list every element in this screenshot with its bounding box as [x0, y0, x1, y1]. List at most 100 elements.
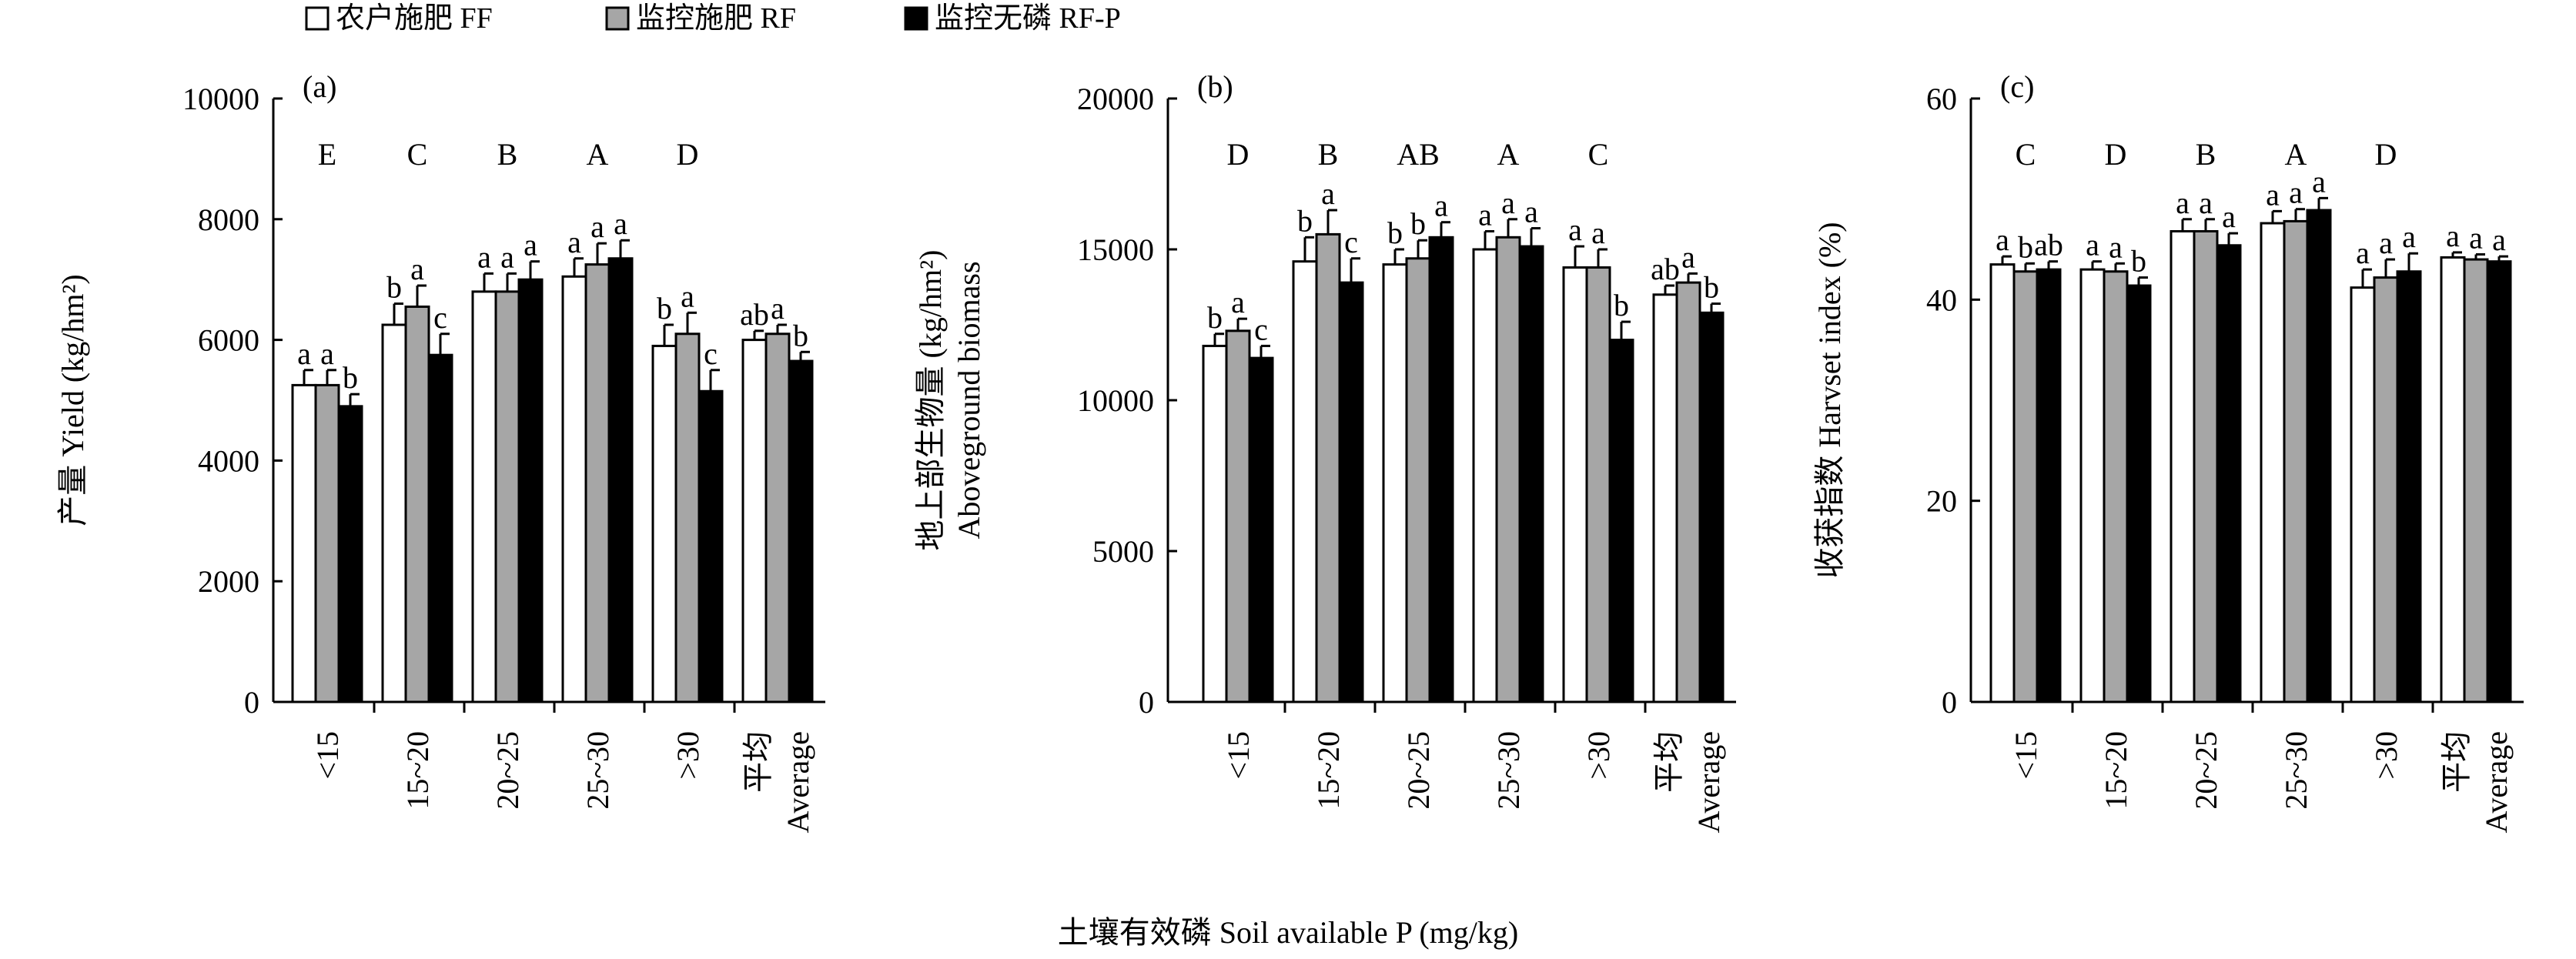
bar-ff: [1472, 248, 1498, 703]
significance-letter: c: [704, 336, 718, 371]
bar-rfp: [517, 278, 544, 703]
group-letter: C: [407, 137, 428, 172]
y-tick-label: 20: [1926, 484, 1957, 519]
panel-1: 0 2000 4000 6000 8000 10000 (a) 产量 Yield (kg/hm…: [55, 69, 825, 834]
bar-ff: [2440, 256, 2466, 703]
significance-letter: a: [2469, 221, 2483, 256]
category-label: Average: [2479, 731, 2514, 834]
category-label: 平均: [2439, 731, 2474, 793]
bar-rf: [2103, 270, 2129, 703]
bar-rfp: [2306, 209, 2332, 703]
group-letter: D: [2105, 137, 2127, 172]
bar-rfp: [1428, 236, 1454, 703]
significance-letter: a: [1524, 195, 1538, 229]
bar-ff: [1292, 260, 1318, 703]
y-tick-label: 0: [1139, 685, 1154, 720]
y-axis-label: 地上部生物量 (kg/hm²): [913, 250, 948, 551]
category-label: 平均: [1651, 731, 1686, 793]
significance-letter: a: [2109, 229, 2123, 264]
significance-letter: b: [1387, 216, 1403, 250]
bar-rf: [1315, 232, 1341, 703]
category-label: 20~25: [490, 731, 525, 810]
significance-letter: a: [2312, 164, 2326, 199]
legend-label-rfp: 监控无磷 RF-P: [935, 2, 1121, 35]
category-label: 20~25: [2189, 731, 2223, 810]
significance-letter: a: [2199, 185, 2213, 220]
significance-letter: a: [2379, 226, 2393, 260]
legend-item-ff: 农户施肥 FF: [305, 2, 493, 35]
significance-letter: b: [657, 291, 672, 326]
bar-ff: [651, 344, 677, 703]
y-tick-label: 60: [1926, 82, 1957, 116]
bar-ff: [561, 275, 587, 703]
y-tick-label: 20000: [1077, 82, 1154, 116]
significance-letter: a: [2086, 228, 2099, 262]
bar-ff: [1202, 344, 1228, 703]
y-tick-label: 6000: [198, 323, 259, 358]
bar-rfp: [1698, 311, 1725, 703]
group-letter: A: [1497, 137, 1520, 172]
bar-rf: [674, 332, 701, 703]
group-letter: D: [1227, 137, 1250, 172]
y-tick-label: 10000: [1077, 383, 1154, 418]
significance-letter: a: [2446, 219, 2460, 253]
significance-letter: a: [500, 239, 514, 274]
significance-letter: a: [614, 206, 627, 241]
bar-ff: [291, 383, 317, 703]
significance-letter: a: [1478, 197, 1492, 232]
category-label: 15~20: [400, 731, 435, 810]
significance-letter: b: [1297, 203, 1313, 238]
group-letter: C: [2016, 137, 2036, 172]
significance-letter: c: [1344, 225, 1358, 259]
bar-ff: [2350, 286, 2376, 703]
significance-letter: b: [793, 318, 808, 353]
group-letter: D: [677, 137, 699, 172]
significance-letter: a: [2356, 236, 2370, 270]
significance-letter: ab: [740, 297, 769, 332]
bar-rfp: [2486, 260, 2512, 703]
significance-letter: a: [1681, 239, 1695, 274]
category-label: >30: [1581, 731, 1616, 780]
bar-rf: [1225, 329, 1251, 703]
category-label: 20~25: [1401, 731, 1436, 810]
significance-letter: b: [1704, 270, 1719, 305]
significance-letter: a: [2492, 222, 2506, 257]
significance-letter: a: [1231, 285, 1245, 319]
bar-rf: [2012, 270, 2039, 703]
category-label: Average: [781, 731, 815, 834]
category-label: <15: [1221, 731, 1256, 780]
y-tick-label: 2000: [198, 564, 259, 599]
significance-letter: a: [567, 225, 581, 259]
legend-swatch-rfp: [904, 6, 928, 31]
bar-ff: [2260, 222, 2286, 703]
significance-letter: a: [1321, 176, 1335, 211]
legend-item-rfp: 监控无磷 RF-P: [904, 2, 1121, 35]
y-tick-label: 0: [244, 685, 259, 720]
category-label: 25~30: [580, 731, 615, 810]
significance-letter: a: [320, 336, 334, 371]
legend-item-rf: 监控施肥 RF: [605, 2, 796, 35]
significance-letter: a: [2176, 185, 2190, 220]
bar-rfp: [1248, 356, 1274, 703]
significance-letter: c: [433, 300, 447, 335]
group-letter: A: [2285, 137, 2307, 172]
legend-label-rf: 监控施肥 RF: [636, 2, 796, 35]
group-letter: D: [2375, 137, 2397, 172]
y-axis-label: 产量 Yield (kg/hm²): [55, 274, 90, 526]
significance-letter: a: [297, 336, 311, 371]
significance-letter: a: [590, 209, 604, 244]
significance-letter: a: [2289, 175, 2303, 210]
bar-ff: [2170, 229, 2196, 703]
significance-letter: a: [524, 228, 537, 262]
significance-letter: ab: [2034, 228, 2063, 262]
significance-letter: a: [1434, 189, 1448, 223]
bar-rf: [2373, 276, 2399, 703]
bar-rfp: [2396, 270, 2422, 703]
significance-letter: a: [771, 291, 785, 326]
bar-rf: [584, 263, 611, 703]
category-label: Average: [1691, 731, 1726, 834]
bar-rfp: [2126, 284, 2152, 703]
